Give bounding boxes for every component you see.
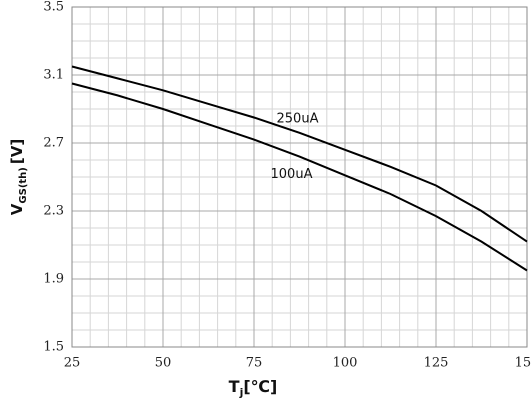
x-label-sub: j — [239, 386, 244, 399]
y-axis-label: VGS(th) [V] — [8, 139, 29, 215]
y-tick-label: 2.7 — [43, 136, 64, 151]
x-tick-label: 125 — [424, 356, 449, 371]
y-tick-label: 3.5 — [43, 0, 64, 15]
y-label-main: V — [8, 203, 26, 215]
x-tick-label: 50 — [155, 356, 172, 371]
y-tick-label: 3.1 — [43, 68, 64, 83]
x-tick-label: 75 — [246, 356, 263, 371]
y-tick-label: 1.5 — [43, 340, 64, 355]
series-line — [71, 65, 528, 243]
y-tick-label: 2.3 — [43, 204, 64, 219]
x-label-main: T — [229, 377, 240, 396]
y-label-sub: GS(th) — [18, 167, 29, 203]
series-line — [71, 82, 528, 272]
y-label-unit: [V] — [8, 139, 26, 164]
y-tick-label: 1.9 — [43, 272, 64, 287]
x-tick-label: 150 — [515, 356, 532, 371]
series-label: 100uA — [271, 167, 313, 182]
series-label: 250uA — [277, 111, 319, 126]
x-tick-label: 25 — [64, 356, 81, 371]
plot-frame — [71, 6, 528, 348]
x-label-unit: [℃] — [243, 377, 277, 396]
x-axis-label: Tj[℃] — [229, 377, 278, 399]
x-tick-label: 100 — [333, 356, 358, 371]
